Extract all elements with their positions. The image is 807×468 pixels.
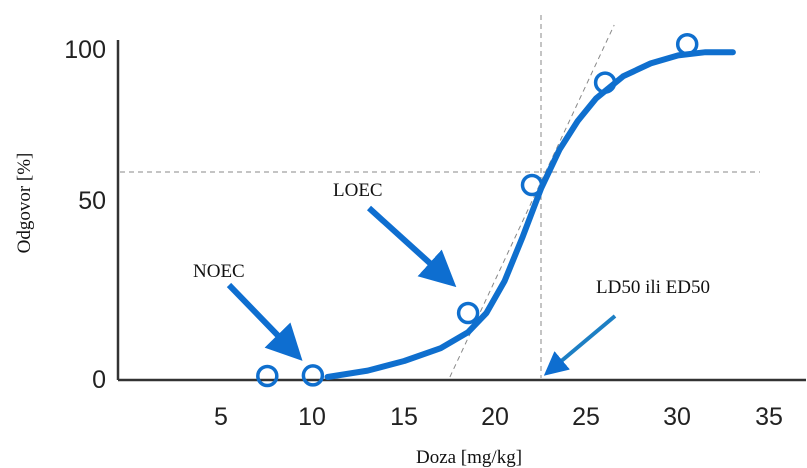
x-tick-label: 10 bbox=[298, 403, 326, 431]
x-tick-label: 20 bbox=[481, 403, 509, 431]
loec-label: LOEC bbox=[333, 180, 383, 201]
y-tick-label: 100 bbox=[64, 36, 106, 64]
ld50-label: LD50 ili ED50 bbox=[596, 277, 710, 298]
y-tick-label: 0 bbox=[92, 366, 106, 394]
x-tick-label: 5 bbox=[214, 403, 228, 431]
y-tick-label: 50 bbox=[78, 187, 106, 215]
data-point bbox=[456, 301, 480, 325]
x-axis-title: Doza [mg/kg] bbox=[416, 447, 522, 468]
x-tick-label: 30 bbox=[663, 403, 691, 431]
noec-label: NOEC bbox=[193, 261, 245, 282]
x-tick-label: 15 bbox=[390, 403, 418, 431]
loec-arrow bbox=[366, 205, 457, 288]
ld50-arrow bbox=[543, 314, 617, 376]
data-point bbox=[301, 364, 325, 387]
data-point bbox=[675, 32, 699, 56]
data-point bbox=[593, 71, 617, 94]
data-point bbox=[520, 173, 544, 197]
dose-response-curve bbox=[324, 49, 736, 380]
x-tick-label: 35 bbox=[755, 403, 783, 431]
y-axis-title: Odgovor [%] bbox=[14, 153, 35, 254]
noec-arrow bbox=[226, 282, 303, 361]
x-tick-label: 25 bbox=[572, 403, 600, 431]
data-point bbox=[256, 364, 279, 388]
data-points bbox=[256, 32, 699, 388]
